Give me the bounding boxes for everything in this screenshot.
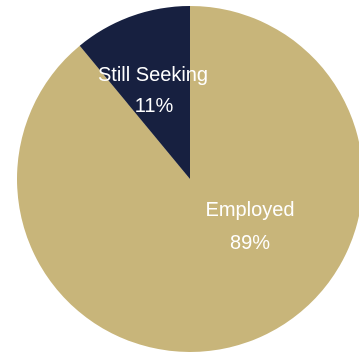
slice-label-still-seeking-percent: 11% [135,95,174,117]
pie-slice-employed [16,6,359,352]
slice-label-still-seeking-name: Still Seeking [98,64,208,86]
slice-label-employed-percent: 89% [230,232,270,254]
pie-labels: Employed 89% Still Seeking 11% [98,64,295,254]
pie-slice-still-seeking [79,6,190,179]
pie-slices [16,6,359,352]
slice-label-employed-name: Employed [206,199,295,221]
